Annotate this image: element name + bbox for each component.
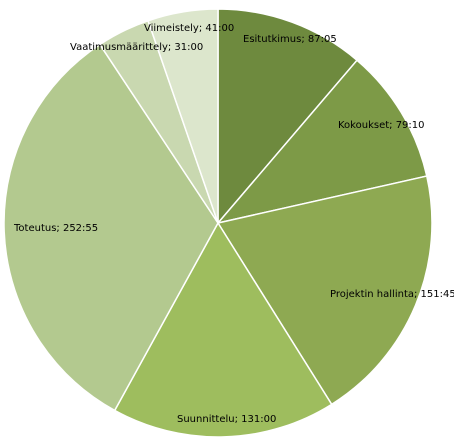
slice-label-7: Viimeistely; 41:00 (144, 23, 234, 34)
pie-slice-5 (3, 43, 219, 412)
pie-slice-3 (216, 175, 433, 406)
slice-label-5: Toteutus; 252:55 (13, 223, 98, 234)
pie-slices (3, 8, 433, 438)
slice-label-6: Vaatimusmäärittely; 31:00 (70, 42, 203, 53)
pie-slice-2 (215, 59, 428, 225)
pie-labels: Esitutkimus; 87:05 Kokoukset; 79:10 Projek… (13, 23, 454, 425)
pie-slice-7 (147, 8, 219, 224)
slice-label-2: Kokoukset; 79:10 (338, 120, 425, 131)
pie-slice-4 (113, 221, 333, 438)
slice-label-4: Suunnittelu; 131:00 (177, 414, 276, 425)
slice-label-3: Projektin hallinta; 151:45 (330, 289, 454, 300)
pie-slice-1 (217, 8, 359, 226)
slice-label-1: Esitutkimus; 87:05 (243, 34, 337, 45)
